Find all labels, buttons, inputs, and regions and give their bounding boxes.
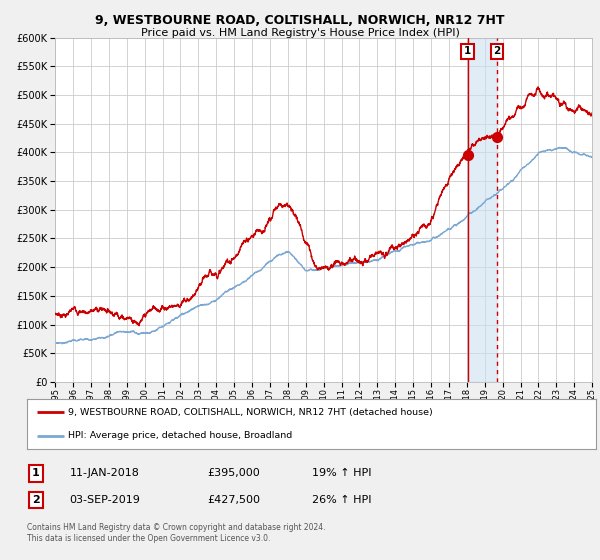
Text: 9, WESTBOURNE ROAD, COLTISHALL, NORWICH, NR12 7HT (detached house): 9, WESTBOURNE ROAD, COLTISHALL, NORWICH,… [68, 408, 433, 417]
Text: 26% ↑ HPI: 26% ↑ HPI [312, 495, 372, 505]
Text: 1: 1 [464, 46, 471, 56]
Text: 11-JAN-2018: 11-JAN-2018 [70, 468, 140, 478]
Text: 2: 2 [493, 46, 500, 56]
Text: 1: 1 [32, 468, 40, 478]
Text: Price paid vs. HM Land Registry's House Price Index (HPI): Price paid vs. HM Land Registry's House … [140, 28, 460, 38]
Text: £395,000: £395,000 [208, 468, 260, 478]
Bar [467, 38, 497, 382]
Text: £427,500: £427,500 [208, 495, 260, 505]
Text: 03-SEP-2019: 03-SEP-2019 [70, 495, 140, 505]
Text: HPI: Average price, detached house, Broadland: HPI: Average price, detached house, Broa… [68, 431, 292, 440]
Text: 19% ↑ HPI: 19% ↑ HPI [312, 468, 372, 478]
Point [463, 151, 472, 160]
Text: 2: 2 [32, 495, 40, 505]
Point [492, 132, 502, 141]
Text: Contains HM Land Registry data © Crown copyright and database right 2024.
This d: Contains HM Land Registry data © Crown c… [27, 524, 325, 543]
Text: 9, WESTBOURNE ROAD, COLTISHALL, NORWICH, NR12 7HT: 9, WESTBOURNE ROAD, COLTISHALL, NORWICH,… [95, 14, 505, 27]
